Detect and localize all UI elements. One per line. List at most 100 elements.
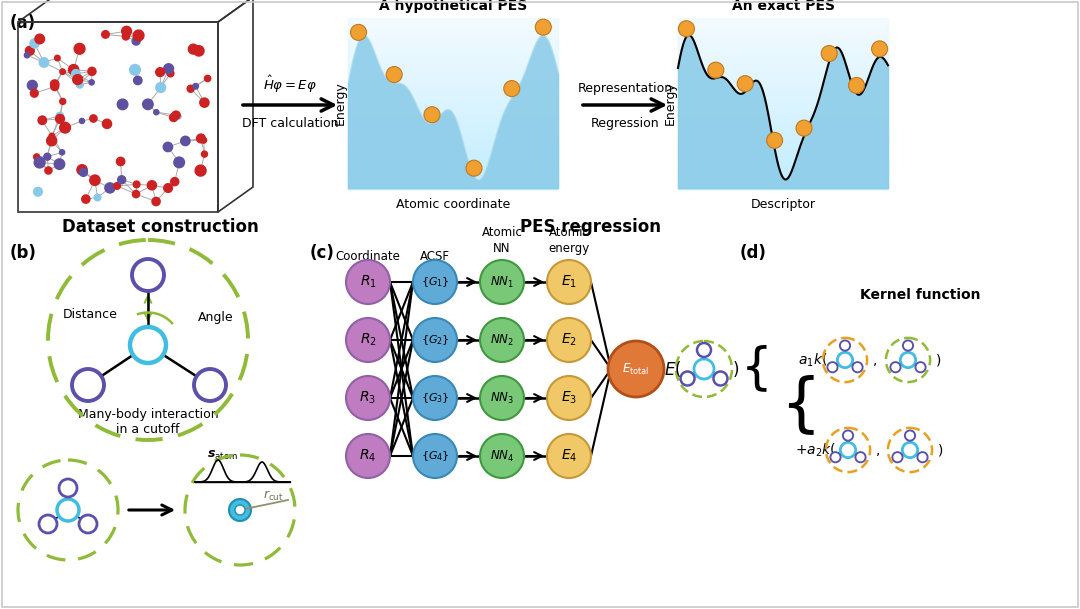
Circle shape [133, 30, 144, 41]
Circle shape [903, 340, 913, 351]
Bar [678, 124, 888, 130]
Text: $\{G_2\}$: $\{G_2\}$ [420, 333, 449, 347]
Circle shape [49, 133, 55, 139]
Circle shape [118, 176, 125, 184]
Circle shape [546, 434, 591, 478]
Bar [348, 43, 558, 49]
Circle shape [480, 434, 524, 478]
Bar [348, 69, 558, 74]
Circle shape [536, 19, 551, 35]
Circle shape [38, 116, 46, 124]
Circle shape [152, 197, 160, 206]
Bar [348, 141, 558, 147]
Text: $r_{\rm cut}$: $r_{\rm cut}$ [264, 489, 284, 503]
Text: $\{$: $\{$ [740, 343, 768, 394]
Bar [678, 167, 888, 172]
Text: $\boldsymbol{s}_{\rm atom}$: $\boldsymbol{s}_{\rm atom}$ [207, 449, 239, 462]
Circle shape [916, 362, 926, 372]
Circle shape [51, 80, 59, 88]
Text: $E($: $E($ [664, 359, 681, 379]
Text: $E_2$: $E_2$ [561, 332, 577, 348]
Circle shape [133, 191, 139, 198]
Circle shape [180, 136, 190, 146]
Circle shape [204, 76, 211, 82]
Circle shape [872, 41, 888, 57]
Bar [678, 43, 888, 49]
Text: Energy: Energy [334, 81, 347, 125]
Bar [678, 116, 888, 121]
Circle shape [25, 52, 29, 58]
Bar [348, 94, 558, 100]
Circle shape [55, 114, 65, 123]
Bar [678, 158, 888, 163]
Circle shape [59, 99, 66, 104]
Circle shape [346, 434, 390, 478]
Circle shape [122, 26, 132, 36]
Circle shape [130, 327, 166, 363]
Circle shape [172, 111, 180, 119]
Circle shape [82, 195, 90, 203]
Bar [348, 180, 558, 185]
Circle shape [680, 371, 694, 385]
Text: Kernel function: Kernel function [860, 288, 981, 302]
Text: DFT calculation: DFT calculation [242, 117, 338, 130]
Bar [678, 69, 888, 74]
Circle shape [132, 37, 140, 45]
Bar [348, 107, 558, 113]
Text: (d): (d) [740, 244, 767, 262]
Bar [348, 171, 558, 176]
Text: (a): (a) [10, 14, 36, 32]
Circle shape [903, 442, 918, 457]
Circle shape [890, 362, 901, 372]
Bar [348, 86, 558, 91]
Circle shape [188, 44, 199, 54]
Circle shape [174, 157, 185, 167]
Circle shape [694, 359, 714, 379]
Circle shape [75, 43, 85, 54]
Bar [348, 77, 558, 83]
Text: Descriptor: Descriptor [751, 198, 815, 211]
Circle shape [767, 132, 783, 149]
Bar [348, 146, 558, 151]
Circle shape [72, 369, 104, 401]
Circle shape [193, 46, 204, 56]
Circle shape [351, 24, 366, 40]
Text: $NN_2$: $NN_2$ [490, 333, 514, 348]
Text: ,: , [876, 443, 880, 457]
Circle shape [707, 62, 724, 78]
Bar [348, 137, 558, 143]
Circle shape [678, 21, 694, 37]
Text: Dataset construction: Dataset construction [62, 218, 258, 236]
Circle shape [831, 452, 840, 462]
Text: $a_1 k($: $a_1 k($ [798, 351, 827, 368]
Bar [348, 128, 558, 134]
Text: $E_3$: $E_3$ [561, 390, 577, 406]
Circle shape [25, 46, 35, 55]
Circle shape [143, 99, 153, 110]
Bar [348, 158, 558, 163]
Circle shape [113, 183, 121, 189]
Text: $R_4$: $R_4$ [360, 448, 377, 464]
Circle shape [59, 69, 65, 74]
Circle shape [187, 85, 194, 92]
Circle shape [546, 318, 591, 362]
Circle shape [546, 376, 591, 420]
Circle shape [163, 143, 173, 152]
Bar [348, 99, 558, 104]
Circle shape [33, 188, 42, 196]
Circle shape [59, 150, 65, 155]
Text: An exact PES: An exact PES [731, 0, 835, 13]
Circle shape [55, 55, 60, 61]
Circle shape [480, 260, 524, 304]
Bar [678, 133, 888, 138]
Circle shape [413, 260, 457, 304]
Circle shape [102, 30, 109, 38]
Circle shape [77, 164, 87, 175]
Circle shape [57, 499, 79, 521]
Bar [678, 90, 888, 96]
Circle shape [714, 371, 728, 385]
Circle shape [156, 83, 165, 93]
Text: ACSF: ACSF [420, 250, 450, 263]
Circle shape [56, 112, 64, 119]
Circle shape [480, 376, 524, 420]
